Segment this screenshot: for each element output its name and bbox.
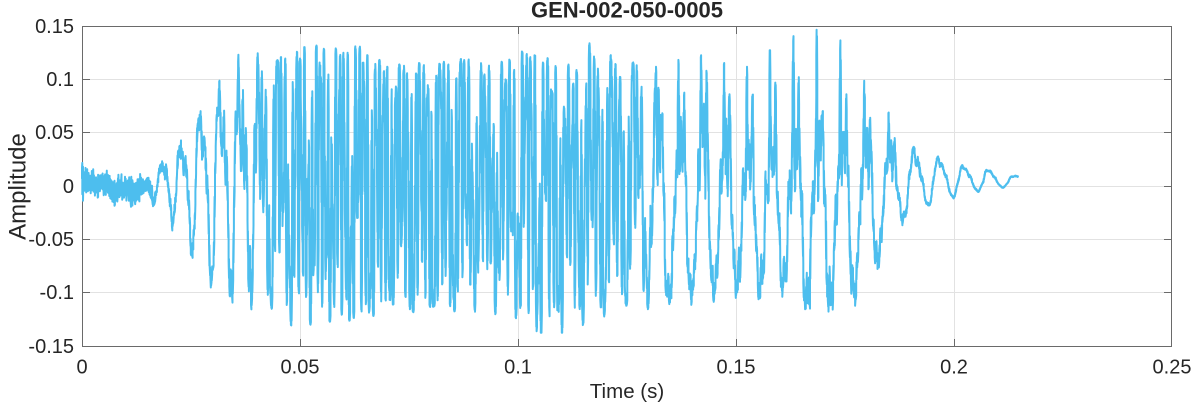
svg-text:-0.1: -0.1 bbox=[40, 282, 74, 304]
svg-text:0.1: 0.1 bbox=[504, 357, 532, 379]
svg-text:0: 0 bbox=[63, 176, 74, 198]
svg-text:-0.15: -0.15 bbox=[28, 336, 74, 358]
svg-text:Time (s): Time (s) bbox=[590, 380, 664, 403]
svg-text:-0.05: -0.05 bbox=[28, 229, 74, 251]
svg-text:0.1: 0.1 bbox=[46, 69, 74, 91]
svg-text:Amplitude: Amplitude bbox=[5, 133, 32, 240]
svg-text:0.15: 0.15 bbox=[717, 357, 756, 379]
svg-text:0.15: 0.15 bbox=[35, 16, 74, 38]
svg-text:0.2: 0.2 bbox=[940, 357, 968, 379]
svg-text:0.25: 0.25 bbox=[1153, 357, 1192, 379]
svg-text:0.05: 0.05 bbox=[35, 122, 74, 144]
svg-text:GEN-002-050-0005: GEN-002-050-0005 bbox=[531, 0, 723, 23]
svg-text:0: 0 bbox=[76, 357, 87, 379]
svg-text:0.05: 0.05 bbox=[281, 357, 320, 379]
